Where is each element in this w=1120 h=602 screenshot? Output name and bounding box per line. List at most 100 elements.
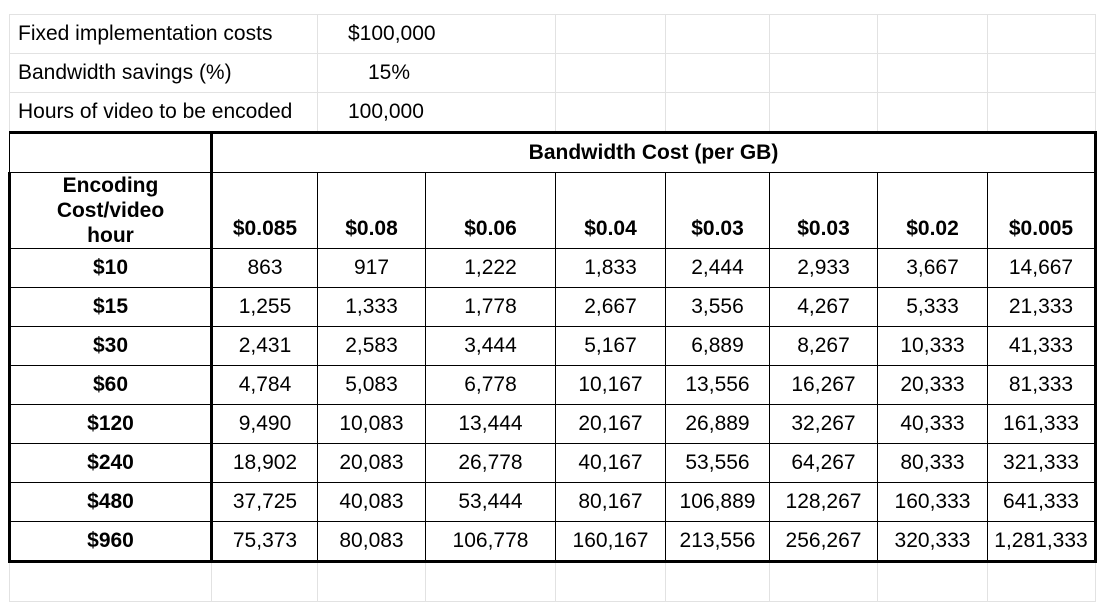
table-cell[interactable]: 53,556 xyxy=(665,443,770,483)
empty-cell[interactable] xyxy=(877,14,988,54)
empty-cell[interactable] xyxy=(769,53,878,93)
empty-cell[interactable] xyxy=(987,561,1096,602)
row-label[interactable]: $15 xyxy=(8,287,213,327)
input-value[interactable]: 15% xyxy=(317,53,556,93)
table-cell[interactable]: 20,083 xyxy=(317,443,426,483)
empty-cell[interactable] xyxy=(555,14,666,54)
table-cell[interactable]: 160,167 xyxy=(555,521,666,563)
empty-cell[interactable] xyxy=(9,561,212,602)
column-header[interactable]: $0.04 xyxy=(555,172,666,249)
table-cell[interactable]: 80,333 xyxy=(877,443,988,483)
table-cell[interactable]: 40,333 xyxy=(877,404,988,444)
empty-cell[interactable] xyxy=(555,53,666,93)
table-cell[interactable]: 40,167 xyxy=(555,443,666,483)
table-cell[interactable]: 1,255 xyxy=(211,287,318,327)
table-cell[interactable]: 80,083 xyxy=(317,521,426,563)
empty-cell[interactable] xyxy=(665,14,770,54)
table-cell[interactable]: 3,444 xyxy=(425,326,556,366)
input-label[interactable]: Bandwidth savings (%) xyxy=(9,53,318,93)
table-cell[interactable]: 256,267 xyxy=(769,521,878,563)
table-cell[interactable]: 2,431 xyxy=(211,326,318,366)
empty-cell[interactable] xyxy=(665,561,770,602)
column-header[interactable]: $0.005 xyxy=(987,172,1097,249)
table-cell[interactable]: 26,778 xyxy=(425,443,556,483)
column-header[interactable]: $0.03 xyxy=(769,172,878,249)
column-header[interactable]: $0.08 xyxy=(317,172,426,249)
table-cell[interactable]: 128,267 xyxy=(769,482,878,522)
empty-cell[interactable] xyxy=(555,561,666,602)
empty-cell[interactable] xyxy=(555,92,666,133)
table-cell[interactable]: 4,267 xyxy=(769,287,878,327)
row-label[interactable]: $60 xyxy=(8,365,213,405)
table-cell[interactable]: 64,267 xyxy=(769,443,878,483)
row-label[interactable]: $960 xyxy=(8,521,213,563)
empty-cell[interactable] xyxy=(987,53,1096,93)
table-cell[interactable]: 321,333 xyxy=(987,443,1097,483)
table-cell[interactable]: 21,333 xyxy=(987,287,1097,327)
empty-cell[interactable] xyxy=(769,14,878,54)
table-cell[interactable]: 14,667 xyxy=(987,248,1097,288)
table-cell[interactable]: 8,267 xyxy=(769,326,878,366)
table-cell[interactable]: 16,267 xyxy=(769,365,878,405)
empty-cell[interactable] xyxy=(987,92,1096,133)
empty-cell[interactable] xyxy=(665,92,770,133)
column-header[interactable]: $0.03 xyxy=(665,172,770,249)
table-cell[interactable]: 26,889 xyxy=(665,404,770,444)
table-cell[interactable]: 1,833 xyxy=(555,248,666,288)
row-header-label[interactable]: Encoding Cost/video hour xyxy=(8,172,213,249)
column-header[interactable]: $0.085 xyxy=(211,172,318,249)
empty-cell[interactable] xyxy=(877,53,988,93)
table-cell[interactable]: 5,083 xyxy=(317,365,426,405)
table-cell[interactable]: 917 xyxy=(317,248,426,288)
column-header[interactable]: $0.06 xyxy=(425,172,556,249)
input-label[interactable]: Hours of video to be encoded xyxy=(9,92,318,133)
table-cell[interactable]: 5,333 xyxy=(877,287,988,327)
table-cell[interactable]: 10,083 xyxy=(317,404,426,444)
table-cell[interactable]: 10,167 xyxy=(555,365,666,405)
row-label[interactable]: $240 xyxy=(8,443,213,483)
table-cell[interactable]: 6,778 xyxy=(425,365,556,405)
table-cell[interactable]: 160,333 xyxy=(877,482,988,522)
bandwidth-cost-header[interactable]: Bandwidth Cost (per GB) xyxy=(210,131,1097,173)
row-label[interactable]: $480 xyxy=(8,482,213,522)
table-cell[interactable]: 53,444 xyxy=(425,482,556,522)
table-cell[interactable]: 863 xyxy=(211,248,318,288)
table-cell[interactable]: 3,556 xyxy=(665,287,770,327)
table-cell[interactable]: 13,556 xyxy=(665,365,770,405)
input-value[interactable]: 100,000 xyxy=(317,92,556,133)
empty-cell[interactable] xyxy=(665,53,770,93)
empty-cell[interactable] xyxy=(877,92,988,133)
table-cell[interactable]: 2,444 xyxy=(665,248,770,288)
table-cell[interactable]: 80,167 xyxy=(555,482,666,522)
table-cell[interactable]: 161,333 xyxy=(987,404,1097,444)
empty-cell[interactable] xyxy=(425,561,556,602)
table-cell[interactable]: 20,333 xyxy=(877,365,988,405)
table-cell[interactable]: 2,667 xyxy=(555,287,666,327)
empty-cell[interactable] xyxy=(769,92,878,133)
empty-cell[interactable] xyxy=(317,561,426,602)
table-cell[interactable]: 40,083 xyxy=(317,482,426,522)
table-cell[interactable]: 18,902 xyxy=(211,443,318,483)
column-header[interactable]: $0.02 xyxy=(877,172,988,249)
corner-cell[interactable] xyxy=(9,131,212,173)
table-cell[interactable]: 1,222 xyxy=(425,248,556,288)
row-label[interactable]: $120 xyxy=(8,404,213,444)
table-cell[interactable]: 32,267 xyxy=(769,404,878,444)
table-cell[interactable]: 2,583 xyxy=(317,326,426,366)
table-cell[interactable]: 10,333 xyxy=(877,326,988,366)
row-label[interactable]: $10 xyxy=(8,248,213,288)
table-cell[interactable]: 41,333 xyxy=(987,326,1097,366)
table-cell[interactable]: 3,667 xyxy=(877,248,988,288)
table-cell[interactable]: 106,778 xyxy=(425,521,556,563)
row-label[interactable]: $30 xyxy=(8,326,213,366)
table-cell[interactable]: 213,556 xyxy=(665,521,770,563)
table-cell[interactable]: 1,778 xyxy=(425,287,556,327)
table-cell[interactable]: 4,784 xyxy=(211,365,318,405)
table-cell[interactable]: 20,167 xyxy=(555,404,666,444)
table-cell[interactable]: 75,373 xyxy=(211,521,318,563)
empty-cell[interactable] xyxy=(769,561,878,602)
empty-cell[interactable] xyxy=(987,14,1096,54)
table-cell[interactable]: 5,167 xyxy=(555,326,666,366)
table-cell[interactable]: 641,333 xyxy=(987,482,1097,522)
table-cell[interactable]: 81,333 xyxy=(987,365,1097,405)
